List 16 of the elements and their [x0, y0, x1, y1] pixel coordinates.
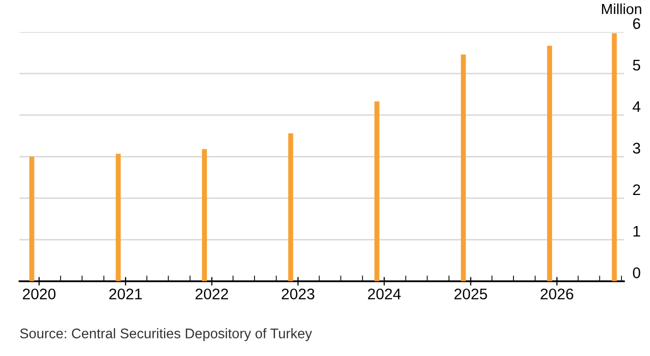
y-tick-label: 5	[632, 60, 640, 71]
y-tick-label: 0	[632, 267, 640, 278]
x-tick-label: 2022	[196, 288, 228, 300]
y-tick-label: 2	[633, 184, 640, 196]
y-tick-label: 3	[632, 142, 640, 154]
x-tick-label: 2020	[22, 288, 56, 300]
y-axis-title: Million	[602, 3, 642, 14]
x-tick-label: 2025	[454, 288, 488, 300]
x-tick-label: 2021	[109, 288, 142, 300]
source-note: Source: Central Securities Depository of Turkey	[20, 328, 312, 342]
y-tick-label: 4	[632, 101, 640, 112]
x-tick-label: 2024	[368, 288, 401, 300]
x-tick-label: 2023	[282, 288, 314, 300]
y-tick-label: 6	[633, 18, 640, 30]
x-tick-label: 2026	[540, 288, 574, 300]
y-tick-label: 1	[634, 226, 640, 237]
